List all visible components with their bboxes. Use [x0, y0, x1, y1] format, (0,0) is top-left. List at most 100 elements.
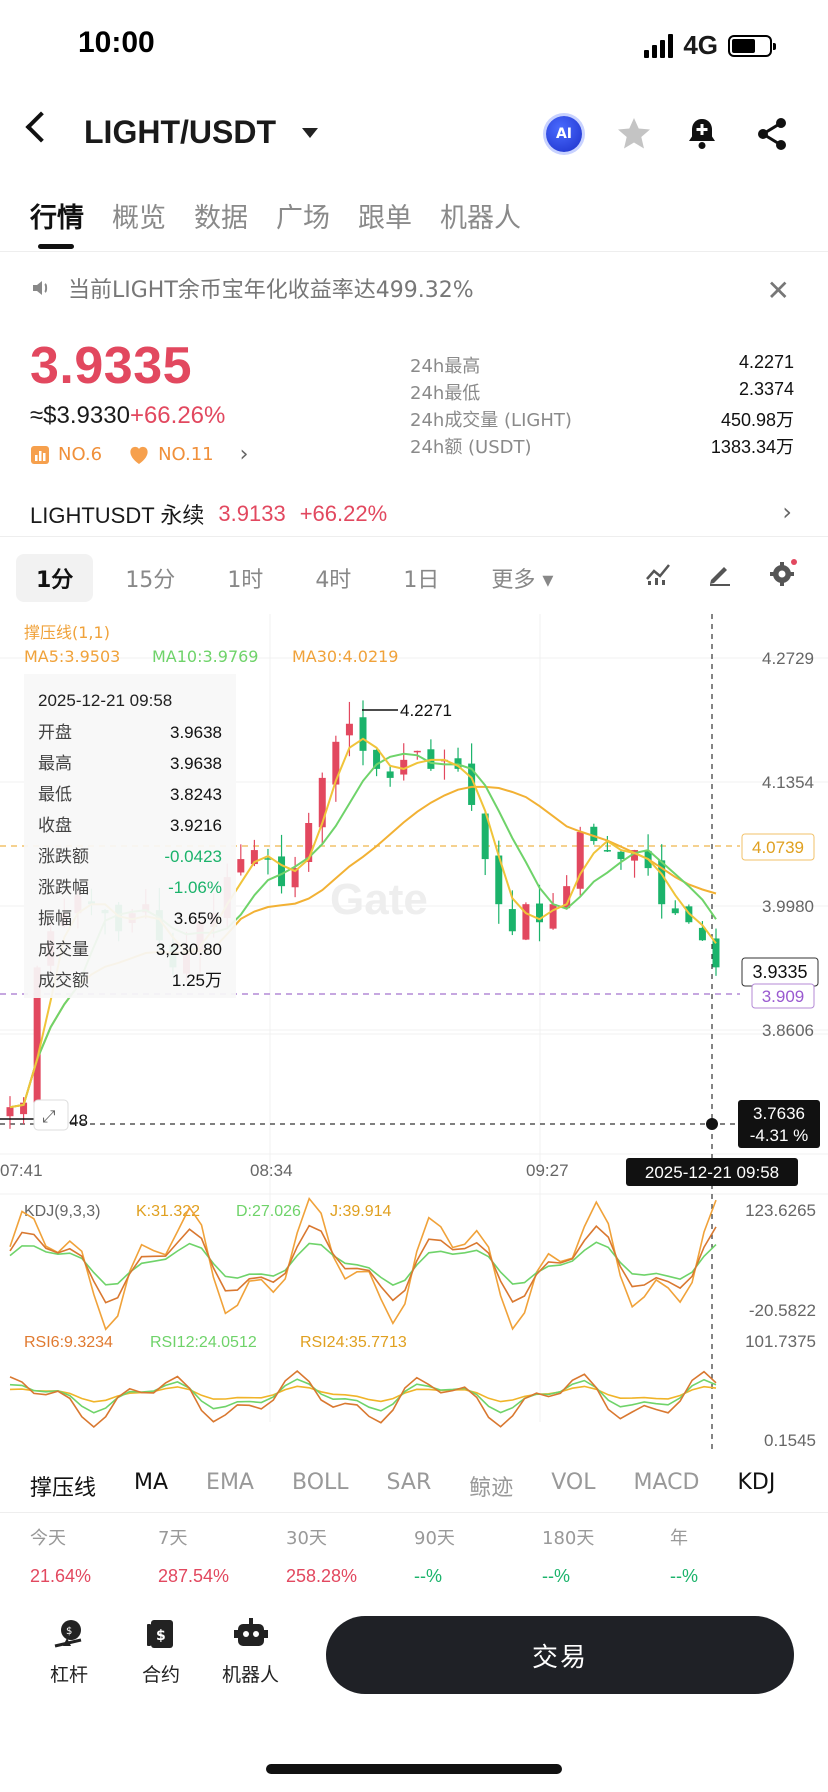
- candle-body: [508, 909, 516, 932]
- indicator-macd[interactable]: MACD: [633, 1470, 700, 1495]
- announcement-bar[interactable]: 当前LIGHT余币宝年化收益率达499.32%: [30, 272, 474, 304]
- indicator-support[interactable]: 撑压线: [30, 1476, 97, 1501]
- indicator-icon[interactable]: [644, 559, 672, 587]
- indicator-tabs: 撑压线 MA EMA BOLL SAR 鲸迹 VOL MACD KDJ: [30, 1470, 828, 1502]
- ma10-label: MA10:3.9769: [152, 647, 258, 666]
- candle-body: [264, 858, 272, 860]
- tooltip-label: 涨跌额: [38, 847, 89, 866]
- usd-price-line: ≈$3.9330+66.26%: [30, 402, 225, 430]
- chart-tools: [644, 558, 798, 588]
- timeframe-1d[interactable]: 1日: [403, 568, 440, 593]
- perf-label: 180天: [542, 1528, 595, 1549]
- chevron-right-icon[interactable]: ›: [782, 498, 792, 526]
- timeframe-1h[interactable]: 1时: [227, 568, 264, 593]
- candle-body: [33, 967, 41, 1103]
- perf-value: --%: [414, 1566, 442, 1586]
- candle-body: [617, 851, 625, 860]
- perp-price: 3.9133: [218, 501, 286, 526]
- divider: [0, 536, 828, 537]
- svg-text:$: $: [66, 1626, 72, 1637]
- candle-body: [6, 1107, 14, 1117]
- indicator-kdj[interactable]: KDJ: [737, 1470, 776, 1495]
- trade-button[interactable]: 交易: [326, 1616, 794, 1694]
- tab-overview[interactable]: 概览: [112, 203, 166, 234]
- candle-body: [658, 860, 666, 905]
- home-indicator[interactable]: [266, 1764, 562, 1774]
- perf-value: 287.54%: [158, 1566, 230, 1586]
- tab-bots[interactable]: 机器人: [440, 203, 521, 234]
- tooltip-label: 成交额: [38, 971, 89, 990]
- chevron-right-icon[interactable]: ›: [239, 442, 249, 467]
- draw-pencil-icon[interactable]: [706, 559, 734, 587]
- candle-body: [386, 771, 394, 778]
- divider: [0, 251, 828, 252]
- indicator-ma[interactable]: MA: [134, 1470, 169, 1495]
- add-alert-bell-icon[interactable]: [682, 114, 722, 154]
- tooltip-time: 2025-12-21 09:58: [38, 691, 172, 710]
- kdj-j: J:39.914: [330, 1203, 391, 1220]
- candle-body: [291, 868, 299, 888]
- tooltip-value: 3.9638: [170, 754, 222, 773]
- tooltip-value: 3.9638: [170, 723, 222, 742]
- rank-badges[interactable]: NO.6 NO.11 ›: [30, 442, 248, 467]
- stat-label: 24h额 (USDT): [410, 437, 532, 458]
- rank-volume[interactable]: NO.6: [30, 444, 102, 465]
- stat-value: 1383.34万: [710, 437, 794, 457]
- star-icon[interactable]: [614, 114, 654, 154]
- ai-assistant-button[interactable]: AI: [546, 116, 582, 152]
- perf-label: 今天: [30, 1528, 66, 1549]
- rsi24: RSI24:35.7713: [300, 1334, 407, 1351]
- tab-square[interactable]: 广场: [276, 203, 330, 234]
- rsi12: RSI12:24.0512: [150, 1334, 257, 1351]
- back-icon[interactable]: [25, 111, 57, 143]
- network-label: 4G: [683, 30, 718, 60]
- rank-hot[interactable]: NO.11: [128, 444, 214, 465]
- expand-icon[interactable]: [33, 1099, 69, 1131]
- leverage-icon: $: [54, 1620, 82, 1648]
- stat-value: 4.2271: [738, 352, 794, 372]
- x-tick: 09:27: [526, 1161, 569, 1180]
- price-chart[interactable]: Gate 4.2271 3.7648 撑压线(1,1) MA5:3.9503 M…: [0, 614, 828, 1454]
- divider: [0, 1512, 828, 1513]
- indicator-ema[interactable]: EMA: [206, 1470, 254, 1495]
- crosshair-price: 3.7636: [753, 1104, 805, 1123]
- close-icon[interactable]: ✕: [766, 274, 790, 307]
- tab-copy-trading[interactable]: 跟单: [358, 203, 412, 234]
- nav-robot[interactable]: 机器人: [222, 1616, 279, 1687]
- timeframe-15m[interactable]: 15分: [125, 568, 176, 593]
- y-tick: 3.9980: [762, 897, 814, 916]
- share-icon[interactable]: [752, 114, 792, 154]
- nav-contract[interactable]: $ 合约: [142, 1616, 180, 1687]
- perpetual-link[interactable]: LIGHTUSDT 永续 3.9133 +66.22%: [30, 498, 387, 530]
- nav-leverage[interactable]: $ 杠杆: [50, 1616, 88, 1687]
- perf-30d: 30天 258.28%: [286, 1524, 414, 1587]
- rsi-bottom: 0.1545: [764, 1431, 816, 1450]
- indicator-boll[interactable]: BOLL: [291, 1470, 349, 1495]
- candle-body: [278, 856, 286, 887]
- candle-body: [413, 750, 421, 753]
- pair-title[interactable]: LIGHT/USDT: [84, 114, 276, 150]
- active-tab-indicator: [38, 244, 74, 249]
- tab-data[interactable]: 数据: [194, 203, 248, 234]
- perf-180d: 180天 --%: [542, 1524, 670, 1587]
- stats-panel: 24h最高 4.2271 24h最低 2.3374 24h成交量 (LIGHT) 45…: [410, 352, 794, 460]
- kdj-label: KDJ(9,3,3): [24, 1203, 100, 1220]
- tooltip-label: 最高: [38, 754, 72, 773]
- indicator-vol[interactable]: VOL: [551, 1470, 596, 1495]
- perf-90d: 90天 --%: [414, 1524, 542, 1587]
- indicator-sar[interactable]: SAR: [386, 1470, 432, 1495]
- chevron-down-icon[interactable]: [302, 128, 318, 138]
- indicator-whale[interactable]: 鲸迹: [469, 1476, 514, 1501]
- level-tag: 4.0739: [752, 838, 804, 857]
- timeframe-1m[interactable]: 1分: [16, 554, 94, 602]
- candle-body: [576, 832, 584, 889]
- timeframe-4h[interactable]: 4时: [315, 568, 352, 593]
- rank-volume-label: NO.6: [58, 444, 103, 465]
- gear-icon[interactable]: [768, 558, 798, 588]
- timeframe-more[interactable]: 更多 ▾: [491, 568, 554, 593]
- tab-market[interactable]: 行情: [30, 203, 84, 234]
- rsi-top: 101.7375: [745, 1332, 816, 1351]
- battery-icon: [728, 34, 776, 57]
- bar-chart-icon: [31, 445, 49, 464]
- tooltip-value: 3.65%: [174, 909, 222, 928]
